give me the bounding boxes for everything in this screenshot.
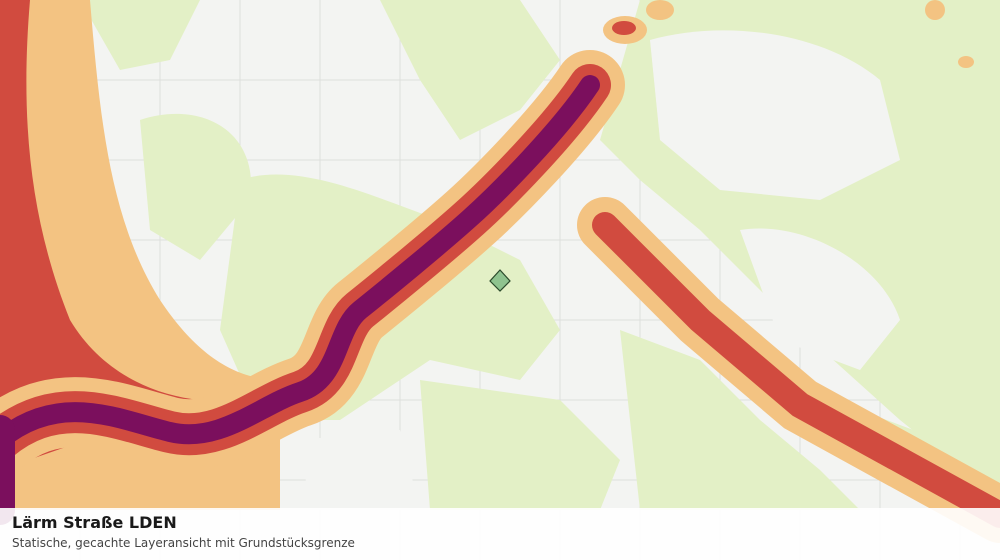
caption-title: Lärm Straße LDEN [12, 513, 177, 532]
caption-subtitle: Statische, gecachte Layeransicht mit Gru… [12, 536, 355, 550]
small-noise-spots [603, 0, 974, 68]
main-road-noise [0, 50, 625, 525]
second-road-noise [577, 197, 1000, 543]
parcel-marker [489, 269, 511, 292]
noise-zone-mid [0, 0, 200, 470]
open-areas [300, 30, 900, 510]
caption: Lärm Straße LDEN Statische, gecachte Lay… [0, 508, 1000, 560]
